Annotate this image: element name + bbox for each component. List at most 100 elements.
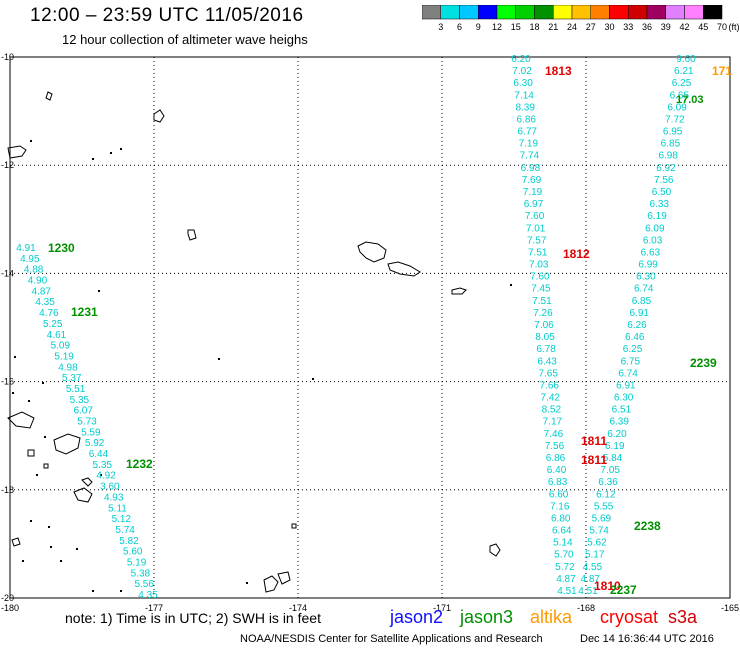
swh-value-jason2: 6.39 [609, 417, 629, 428]
color-scale-label: 9 [475, 22, 481, 32]
swh-value-jason2: 7.19 [523, 187, 543, 198]
swh-value-jason2: 7.02 [512, 66, 532, 77]
color-scale-label: 15 [510, 22, 521, 32]
lon-tick-label: -174 [289, 603, 307, 613]
swh-value-jason3: 6.07 [73, 406, 93, 417]
island-outline [11, 537, 21, 547]
color-swatch [478, 5, 498, 20]
swh-value-jason2: 6.64 [552, 526, 572, 537]
swh-value-jason2: 5.14 [553, 538, 573, 549]
island-outline [27, 449, 35, 457]
swh-value-jason2: 6.43 [537, 356, 557, 367]
swh-value-jason2: 6.25 [623, 344, 643, 355]
swh-value-jason2: 6.60 [549, 489, 569, 500]
islet [312, 378, 314, 380]
time-label-jason3: 1232 [126, 457, 153, 471]
islet [110, 152, 112, 154]
island-outline [387, 261, 421, 277]
island-outline [291, 523, 297, 529]
time-label-jason2: 2239 [690, 356, 717, 370]
swh-value-altika: 17.03 [676, 94, 704, 106]
islet [98, 290, 100, 292]
time-label-jason3: 1230 [48, 241, 75, 255]
island-outline [153, 109, 165, 123]
swh-value-jason3: 4.92 [96, 471, 116, 482]
time-label-jason3: 1231 [71, 305, 98, 319]
lon-tick-label: -168 [577, 603, 595, 613]
island-outline [187, 229, 197, 241]
color-swatch [515, 5, 535, 20]
swh-value-jason2: 7.01 [526, 223, 546, 234]
color-scale-label: 36 [641, 22, 652, 32]
lat-tick-label: -14 [1, 268, 14, 278]
swh-value-jason3: 4.95 [20, 254, 40, 265]
color-swatch [628, 5, 648, 20]
swh-value-jason2: 6.36 [598, 477, 618, 488]
swh-value-jason2: 7.45 [531, 284, 551, 295]
swh-value-jason3: 5.09 [51, 341, 71, 352]
island-outline [7, 411, 35, 429]
color-scale-label: 45 [698, 22, 709, 32]
swh-value-jason2: 6.92 [656, 163, 676, 174]
swh-value-jason2: 5.70 [554, 550, 574, 561]
islet [36, 474, 38, 476]
swh-value-jason2: 6.95 [663, 127, 683, 138]
island-outlines [7, 91, 512, 593]
swh-value-jason3: 5.59 [81, 427, 101, 438]
swh-value-jason3: 4.98 [58, 362, 78, 373]
islet [22, 560, 24, 562]
color-scale-label: 21 [548, 22, 559, 32]
map-grid [9, 56, 731, 599]
swh-value-jason3: 4.61 [47, 330, 67, 341]
swh-value-jason2: 7.74 [520, 151, 540, 162]
legend-note: note: 1) Time is in UTC; 2) SWH is in fe… [65, 610, 321, 626]
islet [50, 546, 52, 548]
swh-value-jason2: 7.17 [543, 417, 563, 428]
islet [12, 392, 14, 394]
islet [92, 590, 94, 592]
swh-value-jason2: 6.20 [511, 54, 531, 65]
time-label-jason2: 1811 [581, 434, 607, 448]
time-label-jason2: 2237 [610, 583, 637, 597]
swh-value-jason3: 5.51 [66, 384, 86, 395]
color-scale-bar [422, 5, 723, 20]
swh-value-jason2: 7.46 [544, 429, 564, 440]
swh-value-jason3: 5.38 [131, 568, 151, 579]
swh-value-jason3: 5.60 [123, 547, 143, 558]
swh-value-jason2: 6.09 [645, 223, 665, 234]
lat-tick-label: -16 [1, 377, 14, 387]
color-swatch [684, 5, 704, 20]
color-swatch [534, 5, 554, 20]
swh-value-jason2: 6.20 [607, 429, 627, 440]
color-scale-label: 39 [660, 22, 671, 32]
time-label-jason2: 1811 [581, 453, 607, 467]
swh-value-jason2: 6.25 [672, 78, 692, 89]
swh-value-jason2: 6.74 [634, 284, 654, 295]
swh-value-jason3: 5.11 [108, 503, 127, 514]
swh-value-jason2: 7.14 [514, 90, 534, 101]
map-subtitle: 12 hour collection of altimeter wave hei… [62, 32, 308, 47]
islet [14, 356, 16, 358]
swh-value-jason3: 5.37 [62, 373, 82, 384]
swh-value-jason2: 5.84 [603, 453, 623, 464]
swh-value-jason2: 6.85 [661, 139, 681, 150]
color-swatch [496, 5, 516, 20]
footer-credit: NOAA/NESDIS Center for Satellite Applica… [240, 633, 543, 645]
color-scale-label: 70 [716, 22, 727, 32]
swh-value-jason2: 6.30 [636, 272, 656, 283]
swh-value-jason2: 7.06 [534, 320, 554, 331]
swh-value-jason2: 5.55 [594, 501, 614, 512]
islet [30, 140, 32, 142]
color-swatch [646, 5, 666, 20]
swh-value-jason2: 6.75 [621, 356, 641, 367]
color-swatch [553, 5, 573, 20]
swh-value-jason3: 5.56 [134, 579, 154, 590]
swh-value-jason2: 7.60 [530, 272, 550, 283]
lat-tick-label: -20 [1, 593, 14, 603]
islet [44, 436, 46, 438]
islet [42, 382, 44, 384]
swh-value-jason2: 7.72 [665, 114, 685, 125]
color-scale-label: 42 [679, 22, 690, 32]
swh-value-jason2: 7.60 [525, 211, 545, 222]
island-outline [357, 241, 387, 263]
